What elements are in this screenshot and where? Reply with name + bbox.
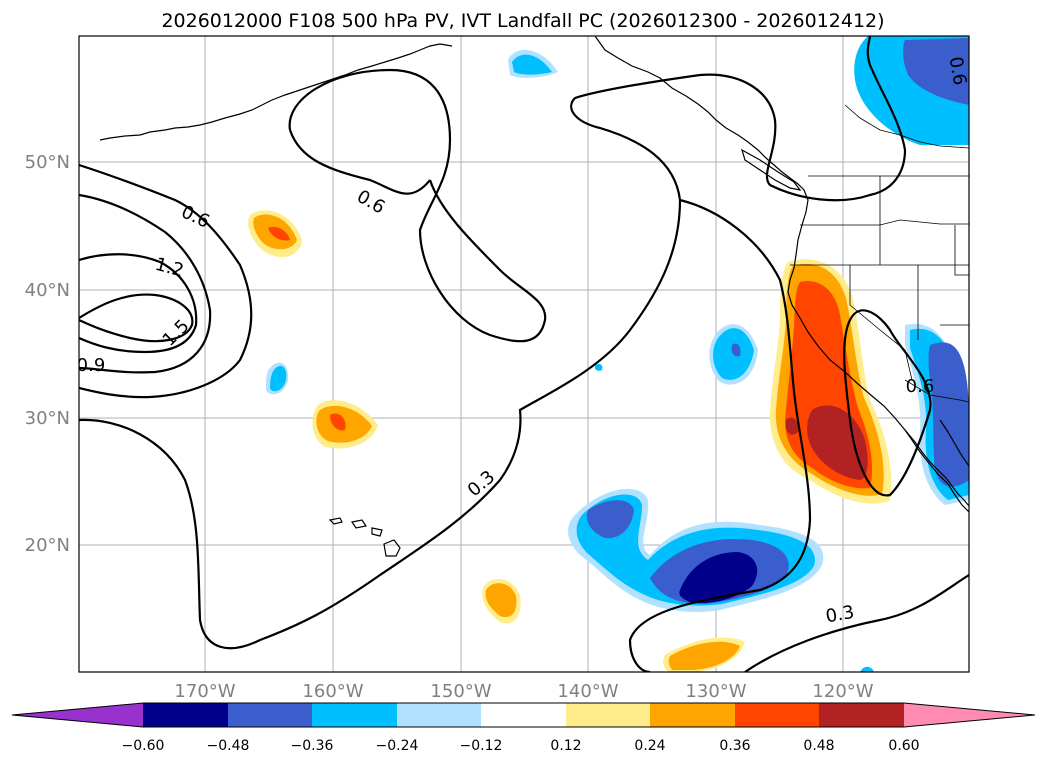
lon-label: 140°W	[557, 681, 618, 702]
bc-alberta-border	[844, 104, 969, 149]
us-mexico-border	[904, 379, 969, 403]
hawaii-maui	[371, 527, 383, 537]
colorbar-ticks: −0.60 −0.48 −0.36 −0.24 −0.12 0.12 0.24 …	[122, 738, 920, 754]
contour-label: 0.9	[77, 355, 106, 376]
lat-label: 50°N	[25, 152, 70, 173]
shade-164w	[270, 365, 287, 392]
colorbar-extend-right	[904, 703, 1035, 727]
latitude-labels: 50°N 40°N 30°N 20°N	[25, 152, 70, 556]
contour-0-3-south	[744, 574, 969, 672]
shade-165w-core	[268, 226, 290, 241]
colorbar-segment	[312, 703, 397, 727]
wy-border	[954, 225, 969, 276]
shade-southwest-core	[928, 342, 969, 487]
contour-label: 0.6	[906, 376, 935, 397]
contour-1-5	[79, 293, 194, 343]
colorbar-outline	[11, 702, 1036, 728]
colorbar-segment	[819, 703, 904, 727]
contour-0-9	[79, 193, 212, 374]
map-title: 2026012000 F108 500 hPa PV, IVT Landfall…	[161, 10, 884, 32]
contour-label: 0.3	[824, 602, 856, 628]
shade-california-core	[807, 405, 868, 480]
lon-label: 120°W	[812, 681, 873, 702]
shade-subtropic-core	[679, 552, 758, 604]
shade-gulf-alaska	[512, 54, 552, 75]
colorbar-tick: −0.60	[122, 738, 165, 754]
colorbar-segment	[143, 703, 228, 727]
shade-subtropic-west	[586, 500, 634, 539]
colorbar-tick: −0.24	[376, 738, 419, 754]
colorbar-segment	[566, 703, 650, 727]
shade-160w-core	[330, 413, 346, 431]
colorbar-extend-left	[12, 703, 143, 727]
contour-0-6-central-b	[288, 129, 431, 195]
lon-label: 130°W	[685, 681, 746, 702]
colorbar-segment	[397, 703, 481, 727]
colorbar-tick: 0.24	[634, 738, 665, 754]
lat-label: 40°N	[25, 280, 70, 301]
lon-label: 170°W	[174, 681, 235, 702]
shade-bottom-dot	[860, 666, 874, 672]
lon-label: 160°W	[302, 681, 363, 702]
baja-coast	[904, 429, 969, 513]
map-frame	[78, 35, 970, 673]
contour-0-3-east	[628, 198, 812, 672]
shade-california-core-2	[785, 417, 799, 435]
bc-coast	[594, 36, 809, 213]
gulf-california-coast	[939, 419, 969, 467]
colorbar-tick: −0.12	[460, 738, 503, 754]
lat-label: 20°N	[25, 535, 70, 556]
colorbar-segment	[735, 703, 819, 727]
shade-147w	[485, 583, 517, 618]
colorbar-segment	[650, 703, 735, 727]
colorbar-tick: −0.36	[291, 738, 334, 754]
shade-south	[668, 641, 740, 670]
pv-contours	[79, 36, 969, 672]
colorbar-tick: −0.48	[207, 738, 250, 754]
colorbar-segment	[481, 703, 566, 727]
shade-132w-core	[731, 343, 741, 357]
ca-nv-border	[849, 265, 913, 381]
shade-138w-dot	[594, 363, 603, 371]
lon-label: 150°W	[430, 681, 491, 702]
hawaii-kauai	[328, 517, 343, 525]
colorbar-tick: 0.60	[888, 738, 919, 754]
colorbar-tick: 0.48	[803, 738, 834, 754]
coastlines	[99, 36, 969, 557]
contour-0-6-central	[288, 68, 547, 343]
contour-1-2	[79, 253, 198, 354]
wa-or-border	[800, 219, 969, 226]
contour-label: 0.6	[945, 55, 971, 87]
colorbar: −0.60 −0.48 −0.36 −0.24 −0.12 0.12 0.24 …	[11, 702, 1036, 754]
hawaii-big-island	[383, 539, 401, 557]
aleutians-coast	[99, 43, 453, 141]
contour-0-6-east	[843, 309, 932, 497]
longitude-labels: 170°W 160°W 150°W 140°W 130°W 120°W	[174, 681, 873, 702]
lat-label: 30°N	[25, 408, 70, 429]
colorbar-tick: 0.12	[550, 738, 581, 754]
us-west-coast	[787, 211, 969, 507]
contour-0-6-west	[79, 163, 253, 399]
colorbar-tick: 0.36	[719, 738, 750, 754]
shading-fields	[248, 36, 969, 672]
borders	[790, 104, 969, 403]
colorbar-segment	[228, 703, 312, 727]
hawaii-oahu	[351, 519, 367, 529]
shade-top-right-core	[903, 38, 969, 105]
